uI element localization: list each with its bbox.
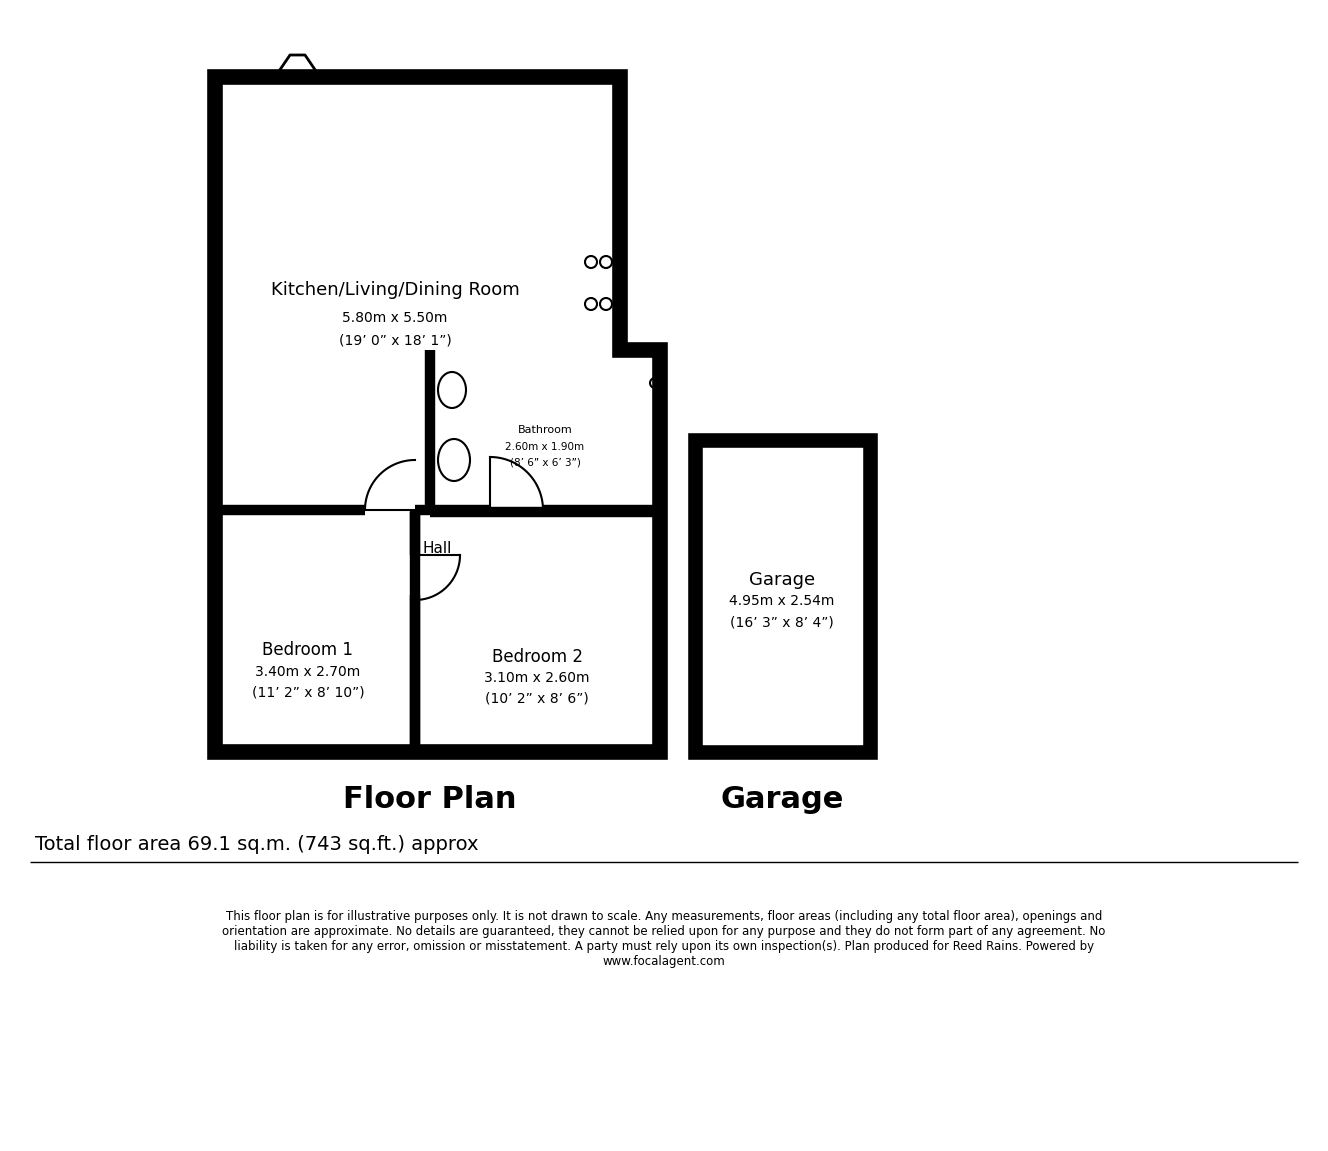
Text: Garage: Garage [749, 571, 815, 589]
Bar [432, 100, 587, 195]
Bar [432, 357, 477, 416]
Bar [215, 510, 660, 517]
Text: 5.80m x 5.50m: 5.80m x 5.50m [343, 311, 448, 325]
Text: (8’ 6” x 6’ 3”): (8’ 6” x 6’ 3”) [510, 457, 580, 467]
Text: Bedroom 2: Bedroom 2 [491, 648, 583, 666]
Bar [437, 363, 471, 410]
Bar [515, 130, 575, 185]
Text: Hall: Hall [422, 541, 452, 556]
Bar [250, 746, 325, 756]
Bar [440, 115, 505, 185]
Bar [487, 359, 649, 407]
Text: 3.40m x 2.70m: 3.40m x 2.70m [255, 665, 361, 679]
Text: Garage: Garage [720, 785, 843, 815]
Text: This floor plan is for illustrative purposes only. It is not drawn to scale. Any: This floor plan is for illustrative purp… [222, 910, 1106, 968]
Text: Bathroom: Bathroom [518, 425, 572, 435]
Bar [463, 746, 538, 756]
Text: 4.95m x 2.54m: 4.95m x 2.54m [729, 594, 835, 608]
Bar [432, 416, 477, 490]
Text: Kitchen/Living/Dining Room: Kitchen/Living/Dining Room [271, 281, 519, 299]
Bar [695, 440, 870, 752]
Ellipse shape [438, 439, 470, 481]
Text: 2.60m x 1.90m: 2.60m x 1.90m [506, 442, 584, 452]
Text: (16’ 3” x 8’ 4”): (16’ 3” x 8’ 4”) [730, 615, 834, 628]
Text: (10’ 2” x 8’ 6”): (10’ 2” x 8’ 6”) [485, 691, 588, 706]
Text: (19’ 0” x 18’ 1”): (19’ 0” x 18’ 1”) [339, 333, 452, 346]
Bar [580, 242, 618, 330]
Text: Total floor area 69.1 sq.m. (743 sq.ft.) approx: Total floor area 69.1 sq.m. (743 sq.ft.)… [35, 836, 478, 854]
Text: Floor Plan: Floor Plan [343, 785, 517, 815]
Ellipse shape [438, 372, 466, 407]
Text: (11’ 2” x 8’ 10”): (11’ 2” x 8’ 10”) [252, 685, 364, 699]
Bar [479, 355, 655, 412]
Text: 3.10m x 2.60m: 3.10m x 2.60m [485, 671, 590, 685]
Text: Bedroom 1: Bedroom 1 [263, 641, 353, 660]
Bar [270, 73, 325, 81]
Polygon shape [215, 77, 660, 752]
